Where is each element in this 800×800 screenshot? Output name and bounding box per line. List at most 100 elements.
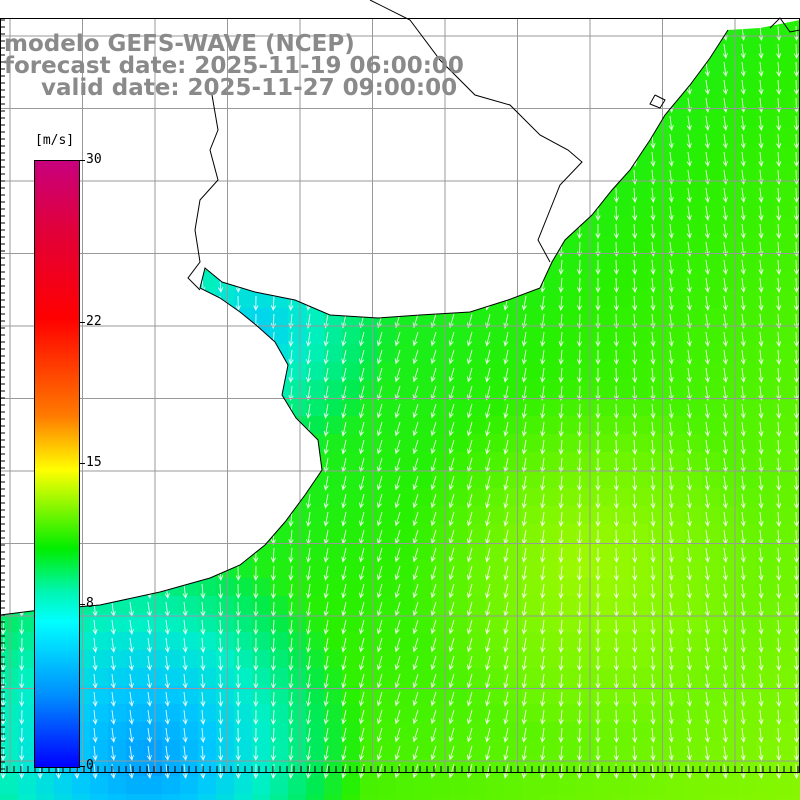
- wind-arrow: [412, 655, 419, 671]
- wind-cell: [594, 218, 613, 237]
- wind-cell: [432, 542, 451, 561]
- wind-arrow: [722, 277, 728, 293]
- wind-arrow: [668, 331, 674, 347]
- wind-arrow: [270, 673, 277, 690]
- wind-arrow: [341, 565, 347, 581]
- wind-cell: [342, 758, 361, 777]
- colorbar-tick-label: 15: [86, 455, 102, 470]
- wind-cell: [324, 434, 343, 453]
- wind-cell: [576, 254, 595, 273]
- wind-arrow: [270, 709, 277, 726]
- wind-arrow: [466, 565, 473, 581]
- wind-cell: [162, 794, 181, 800]
- wind-arrow: [668, 439, 674, 455]
- wind-cell: [540, 470, 559, 489]
- wind-cell: [720, 182, 739, 201]
- wind-cell: [360, 632, 379, 651]
- wind-arrow: [776, 223, 782, 239]
- wind-cell: [216, 776, 235, 795]
- wind-arrow: [253, 619, 259, 636]
- wind-cell: [18, 758, 37, 777]
- wind-cell: [342, 452, 361, 471]
- wind-cell: [612, 452, 631, 471]
- wind-cell: [378, 614, 397, 633]
- wind-arrow: [576, 331, 583, 348]
- wind-cell: [702, 146, 721, 165]
- wind-arrow: [466, 547, 473, 563]
- wind-arrow: [793, 475, 799, 492]
- wind-cell: [486, 632, 505, 651]
- wind-arrow: [430, 727, 437, 743]
- wind-arrow: [558, 655, 564, 671]
- wind-arrow: [521, 367, 527, 383]
- wind-arrow: [466, 331, 473, 347]
- wind-arrow: [253, 565, 259, 582]
- wind-arrow: [632, 259, 638, 275]
- wind-cell: [0, 776, 19, 795]
- wind-arrow: [359, 727, 365, 743]
- wind-arrow: [270, 637, 277, 654]
- wind-arrow: [632, 637, 638, 653]
- wind-arrow: [323, 511, 329, 527]
- wind-arrow: [485, 367, 491, 383]
- wind-cell: [396, 668, 415, 687]
- wind-cell: [270, 542, 289, 561]
- wind-arrow: [740, 439, 746, 455]
- wind-arrow: [341, 655, 347, 671]
- wind-cell: [126, 740, 145, 759]
- wind-cell: [594, 614, 613, 633]
- wind-arrow: [576, 655, 583, 672]
- wind-cell: [360, 524, 379, 543]
- wind-arrow: [758, 709, 764, 725]
- wind-cell: [342, 704, 361, 723]
- wind-arrow: [668, 493, 674, 509]
- wind-cell: [612, 380, 631, 399]
- wind-arrow: [668, 421, 674, 437]
- wind-cell: [684, 704, 703, 723]
- wind-cell: [234, 740, 253, 759]
- wind-arrow: [128, 727, 134, 743]
- wind-cell: [666, 416, 685, 435]
- wind-arrow: [668, 205, 674, 221]
- wind-arrow: [650, 547, 656, 563]
- wind-cell: [414, 416, 433, 435]
- wind-cell: [36, 794, 55, 800]
- wind-arrow: [793, 349, 799, 366]
- wind-cell: [558, 344, 577, 363]
- wind-arrow: [793, 367, 799, 384]
- wind-arrow: [595, 583, 601, 600]
- wind-cell: [612, 596, 631, 615]
- wind-cell: [234, 578, 253, 597]
- wind-arrow: [521, 637, 527, 653]
- wind-cell: [612, 722, 631, 741]
- wind-cell: [720, 488, 739, 507]
- wind-cell: [504, 524, 523, 543]
- wind-arrow: [376, 655, 383, 671]
- wind-arrow: [576, 673, 583, 690]
- wind-arrow: [740, 277, 746, 293]
- wind-arrow: [650, 187, 656, 203]
- wind-arrow: [595, 259, 601, 276]
- wind-cell: [378, 488, 397, 507]
- wind-arrow: [164, 637, 170, 653]
- wind-arrow: [200, 583, 206, 599]
- wind-cell: [504, 776, 523, 795]
- wind-arrow: [306, 511, 312, 527]
- wind-cell: [450, 686, 469, 705]
- wind-cell: [486, 668, 505, 687]
- wind-arrow: [146, 691, 152, 707]
- wind-cell: [414, 686, 433, 705]
- wind-cell: [702, 398, 721, 417]
- wind-cell: [306, 326, 325, 345]
- wind-cell: [738, 488, 757, 507]
- wind-cell: [666, 776, 685, 795]
- wind-cell: [720, 146, 739, 165]
- wind-arrow: [793, 547, 799, 564]
- wind-cell: [738, 344, 757, 363]
- wind-arrow: [740, 205, 746, 221]
- wind-arrow: [430, 655, 437, 671]
- wind-cell: [666, 344, 685, 363]
- wind-cell: [576, 578, 595, 597]
- wind-arrow: [668, 295, 674, 311]
- wind-arrow: [394, 385, 401, 401]
